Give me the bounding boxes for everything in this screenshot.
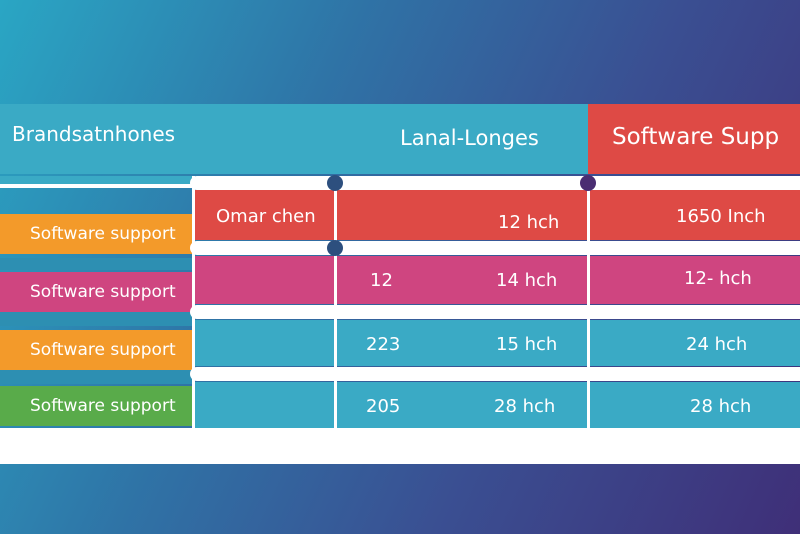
row-1-col1: Omar chen [216,206,316,227]
row-4-col3: 28 hch [690,396,752,417]
row-3-col2: 15 hch [496,334,558,355]
header-middle-label: Lanal-Longes [400,126,539,150]
column-divider [192,176,195,428]
row-separator [190,176,800,190]
row-3-col1: 223 [366,334,401,355]
header-right-label: Software Supp [612,124,780,150]
row-separator [190,305,800,319]
row-1-tab[interactable] [0,214,192,254]
row-2-col1: 12 [370,270,393,291]
row-2-col3: 12- hch [684,268,752,289]
connector-dot [580,175,596,191]
table-bottom-band [0,428,800,464]
row-2-tab-label: Software support [30,282,176,302]
connector-dot [327,240,343,256]
row-3-cells [192,320,800,366]
left-stripe [0,312,192,326]
left-stripe [0,258,192,270]
row-4-col1: 205 [366,396,401,417]
row-separator [190,367,800,381]
column-divider [587,176,590,428]
row-1-col2: 12 hch [498,212,560,233]
row-2-col2: 14 hch [496,270,558,291]
left-white-rule [0,184,192,188]
row-2-tab[interactable] [0,272,192,312]
row-4-cells [192,382,800,428]
row-4-tab[interactable] [0,386,192,426]
row-3-col3: 24 hch [686,334,748,355]
row-1-col3: 1650 Inch [676,206,766,227]
connector-dot [327,175,343,191]
column-divider [334,176,337,428]
header-band-right [588,104,800,174]
row-2-cells [192,256,800,304]
header-band [0,104,588,174]
row-separator [190,241,800,255]
row-1-cells [192,190,800,240]
header-left-label: Brandsatnhones [12,122,176,146]
row-4-col2: 28 hch [494,396,556,417]
row-3-tab[interactable] [0,330,192,370]
left-stripe [0,370,192,384]
row-1-tab-label: Software support [30,224,176,244]
row-4-tab-label: Software support [30,396,176,416]
left-stripe [0,176,192,186]
row-3-tab-label: Software support [30,340,176,360]
